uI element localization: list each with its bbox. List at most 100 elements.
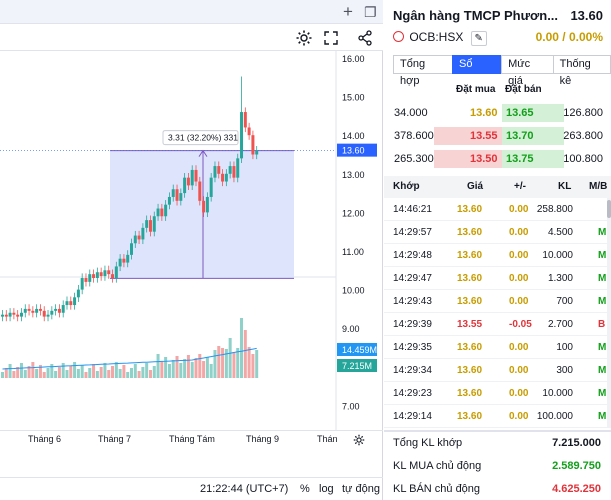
candle-body [198,181,202,201]
time-label: Tháng 9 [246,434,280,444]
candle-body [31,310,35,313]
match-change: 0.00 [509,411,529,422]
match-volume: 1.300 [547,273,573,284]
match-price: 13.60 [457,227,483,238]
candle-body [152,216,156,232]
candle-body [118,258,122,267]
volume-bar [27,366,31,378]
match-volume: 10.000 [542,388,573,399]
candle-body [42,310,46,317]
measure-range[interactable] [110,150,294,279]
candle-body [126,254,130,263]
candle-body [65,301,69,306]
matched-list[interactable]: 14:46:21 13.60 0.00 258.800 14:29:57 13.60 0.0… [384,198,611,428]
matched-row[interactable]: 14:29:43 13.60 0.00 700 M [384,290,611,313]
tab-summary[interactable]: Tổng hợp [393,55,454,87]
candle-body [167,196,171,205]
matched-row[interactable]: 14:29:57 13.60 0.00 4.500 M [384,221,611,244]
ask-price[interactable]: 13.75 [502,150,564,168]
candle-body [232,166,236,178]
volume-bar [57,367,61,378]
percent-toggle[interactable]: % [300,483,310,495]
volume-bar [54,371,58,378]
volume-bar [23,370,27,378]
matched-row[interactable]: 14:46:21 13.60 0.00 258.800 [384,198,611,221]
candle-body [171,189,175,197]
axis-settings-icon[interactable] [352,433,366,447]
matched-row[interactable]: 14:29:35 13.60 0.00 100 M [384,336,611,359]
matched-row[interactable]: 14:29:34 13.60 0.00 300 M [384,359,611,382]
ask-header: Đặt bán [505,84,542,95]
last-price: 13.60 [570,8,603,23]
volume-bar [156,354,160,378]
volume-bar [194,358,198,378]
volume-bar [35,369,39,378]
summary-label: KL MUA chủ động [393,460,482,472]
measure-label: 3.31 (32.20%) 331 [168,133,238,143]
volume-bar [202,361,206,378]
volume-bar [8,364,12,378]
log-toggle[interactable]: log [319,483,334,495]
volume-bar [228,338,232,378]
matched-scroll-thumb[interactable] [607,200,611,218]
time-label: Tháng Tám [169,434,215,444]
tab-order-book[interactable]: Sổ lệnh [452,55,503,87]
volume-bar [114,362,118,378]
tab-statistics[interactable]: Thống kê [552,55,611,87]
candle-body [133,235,137,244]
edit-symbol-icon[interactable]: ✎ [470,31,487,46]
volume-bar [42,372,46,378]
match-side: M [598,411,607,422]
bid-volume: 378.600 [394,130,434,142]
candle-body [194,169,198,182]
matched-row[interactable]: 14:29:23 13.60 0.00 10.000 M [384,382,611,405]
share-icon[interactable] [355,28,375,48]
candle-body [111,274,115,279]
candle-body [130,243,133,255]
volume-bar [133,364,137,378]
volume-bar [205,357,209,378]
auto-scale-toggle[interactable]: tự động [342,483,380,495]
match-side: M [598,342,607,353]
candle-body [107,270,111,275]
matched-row[interactable]: 14:29:39 13.55 -0.05 2.700 B [384,313,611,336]
candle-body [148,220,152,232]
ask-price[interactable]: 13.65 [502,104,564,122]
bid-price[interactable]: 13.55 [434,127,502,145]
volume-bar [217,346,221,378]
volume-bar [255,350,259,378]
match-side: M [598,273,607,284]
matched-row[interactable]: 14:29:14 13.60 0.00 100.000 M [384,405,611,428]
volume-bar [213,350,217,378]
price-axis-label: 12.00 [342,208,365,218]
order-book-row: 265.300 13.50 13.75 100.800 [384,148,611,171]
volume-ma-tag: 14.459M [342,345,377,355]
matched-scrollbar[interactable] [607,198,611,428]
price-axis-label: 10.00 [342,286,365,296]
symbol-row: OCB:HSX ✎ [393,30,487,46]
fullscreen-icon[interactable] [321,28,341,48]
volume-bar [164,357,168,378]
matched-row[interactable]: 14:29:47 13.60 0.00 1.300 M [384,267,611,290]
bid-price[interactable]: 13.60 [470,107,498,119]
volume-bar [251,354,255,378]
bid-price[interactable]: 13.50 [434,150,502,168]
price-chart[interactable]: 3.31 (32.20%) 331 16.00 15.00 14.00 13.00 12… [0,51,383,430]
volume-bar [179,363,183,378]
volume-bar [209,364,213,378]
match-price: 13.60 [457,204,483,215]
chart-panel[interactable]: + ❐ 3.31 (32.20%) 331 [0,0,383,500]
settings-gear-icon[interactable] [294,28,314,48]
candle-body [209,177,213,197]
col-volume: KL [558,181,572,192]
ask-price[interactable]: 13.70 [502,127,564,145]
restore-window-icon[interactable]: ❐ [364,4,377,20]
candle-body [243,112,247,128]
volume-bar [243,330,247,378]
add-tab-icon[interactable]: + [343,2,353,21]
measure-arrow [198,149,208,157]
matched-row[interactable]: 14:29:48 13.60 0.00 10.000 M [384,244,611,267]
price-axis-label: 7.00 [342,401,360,411]
match-price: 13.60 [457,411,483,422]
tab-price-levels[interactable]: Mức giá [501,55,554,87]
